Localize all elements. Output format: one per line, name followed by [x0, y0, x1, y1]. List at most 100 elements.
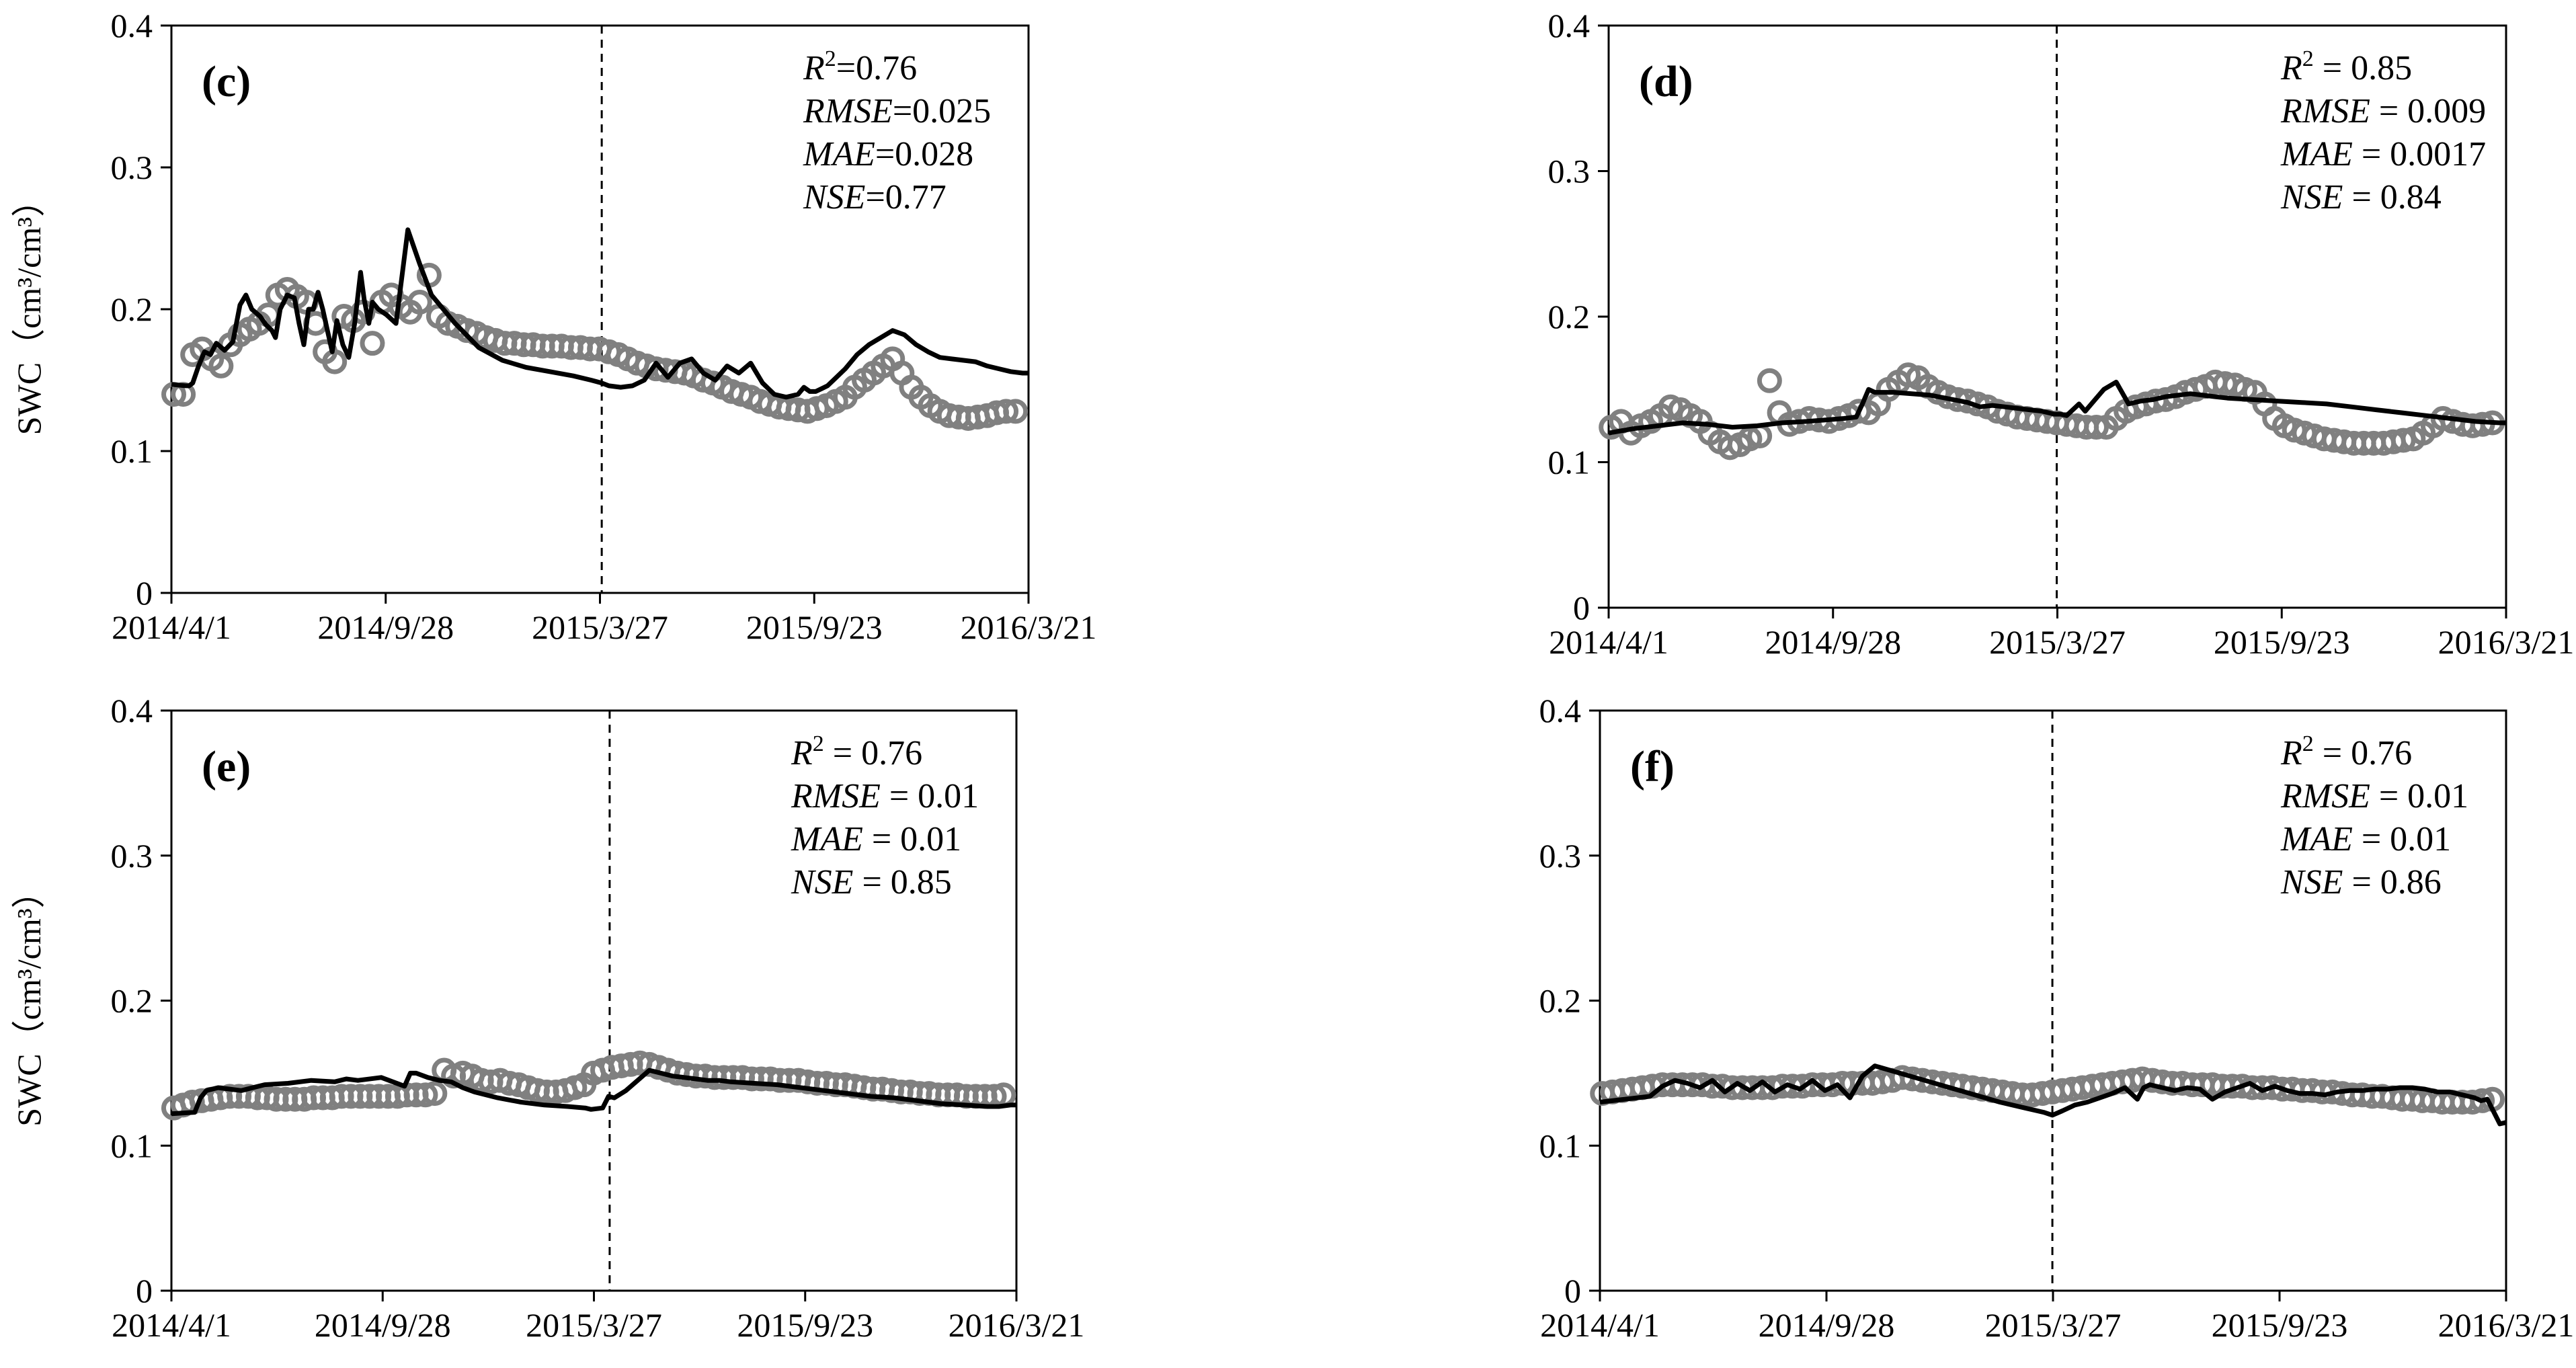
stat-rmse-value: = 0.01 [881, 777, 979, 815]
x-tick-label: 2015/9/23 [737, 1306, 873, 1344]
y-tick-label: 0.2 [1548, 298, 1591, 335]
simulated-line [171, 1068, 1016, 1117]
stat-nse-value: = 0.84 [2343, 178, 2441, 216]
x-tick-label: 2014/4/1 [112, 1306, 231, 1344]
stat-nse-value: = 0.86 [2343, 863, 2441, 901]
y-tick-label: 0.4 [1539, 692, 1582, 729]
panel-e: 0 0.1 0.2 0.3 0.4 2014/4/1 2014/9/28 2015/3/27 2… [10, 692, 1084, 1344]
y-tick-label: 0.1 [111, 1127, 153, 1164]
stat-mae-name: MAE [2280, 135, 2353, 173]
y-tick-label: 0.2 [111, 982, 153, 1020]
y-tick-label: 0 [136, 574, 153, 612]
stat-nse: NSE = 0.84 [2280, 178, 2442, 216]
stat-r2: R2 = 0.76 [2280, 731, 2412, 772]
observed-point [2470, 1088, 2495, 1113]
x-tick-label: 2014/9/28 [1759, 1306, 1895, 1344]
stat-r2: R2 = 0.85 [2280, 46, 2412, 87]
panel-d: 0 0.1 0.2 0.3 0.4 2014/4/1 2014/9/28 2015/3/27 2… [1548, 7, 2575, 661]
y-tick-label: 0.2 [111, 290, 153, 328]
stat-rmse-name: RMSE [803, 92, 893, 130]
stat-rmse-value: =0.025 [893, 92, 991, 130]
stat-nse: NSE = 0.86 [2280, 863, 2442, 901]
stat-rmse-name: RMSE [2280, 777, 2370, 815]
simulated-line [1599, 1063, 2507, 1127]
stat-mae-value: = 0.01 [2353, 820, 2451, 858]
stat-mae-value: =0.028 [875, 135, 973, 173]
y-tick-label: 0 [136, 1272, 153, 1310]
stat-superscript: 2 [825, 46, 836, 71]
x-tick-label: 2014/9/28 [1765, 623, 1901, 661]
stat-nse-name: NSE [2280, 863, 2343, 901]
x-tick-label: 2015/9/23 [2214, 623, 2350, 661]
stat-mae: MAE = 0.01 [791, 820, 961, 858]
y-axis-label: SWC（cm³/cm³） [10, 875, 48, 1126]
observed-point [1003, 399, 1029, 424]
panel-label: (c) [202, 57, 251, 106]
y-tick-label: 0.1 [1539, 1127, 1582, 1164]
stat-superscript: 2 [813, 731, 824, 756]
stat-rmse: RMSE = 0.01 [2280, 777, 2468, 815]
stat-r2-name: R [791, 734, 813, 772]
x-tick-label: 2016/3/21 [2438, 1306, 2575, 1344]
stat-mae-name: MAE [791, 820, 863, 858]
y-tick-label: 0.1 [111, 432, 153, 470]
stat-r2-value: = 0.76 [2314, 734, 2412, 772]
x-tick-label: 2014/4/1 [1549, 623, 1668, 661]
stat-r2-name: R [2280, 49, 2302, 87]
observed-point [208, 353, 234, 378]
y-tick-label: 0.1 [1548, 444, 1591, 481]
observed-point [407, 289, 432, 315]
x-tick-label: 2014/9/28 [315, 1306, 451, 1344]
stat-rmse: RMSE=0.025 [803, 92, 991, 130]
y-tick-label: 0.3 [111, 149, 153, 186]
stat-nse-name: NSE [791, 863, 853, 901]
stat-nse-value: = 0.85 [853, 863, 951, 901]
x-tick-label: 2015/3/27 [1985, 1306, 2122, 1344]
stat-rmse-name: RMSE [791, 777, 881, 815]
stat-mae: MAE=0.028 [803, 135, 973, 173]
observed-point [1757, 368, 1782, 393]
stat-nse-name: NSE [2280, 178, 2343, 216]
observed-point [413, 1082, 438, 1108]
observed-point [360, 331, 385, 356]
stat-superscript: 2 [2302, 46, 2314, 71]
observed-point [994, 399, 1019, 424]
y-tick-label: 0 [1564, 1272, 1581, 1310]
stat-nse: NSE=0.77 [803, 178, 947, 216]
stat-nse: NSE = 0.85 [791, 863, 952, 901]
y-tick-label: 0.3 [1539, 837, 1582, 875]
stat-rmse: RMSE = 0.009 [2280, 92, 2486, 130]
stat-r2: R2=0.76 [803, 46, 917, 87]
panel-label: (e) [202, 742, 251, 791]
y-tick-label: 0.2 [1539, 982, 1582, 1020]
stat-r2-name: R [803, 49, 825, 87]
x-tick-label: 2015/9/23 [746, 608, 883, 646]
stat-mae: MAE = 0.0017 [2280, 135, 2486, 173]
stat-rmse: RMSE = 0.01 [791, 777, 979, 815]
stat-r2-value: = 0.76 [824, 734, 922, 772]
stat-r2-value: =0.76 [836, 49, 917, 87]
stat-rmse-value: = 0.009 [2370, 92, 2486, 130]
stat-rmse-name: RMSE [2280, 92, 2370, 130]
panel-c: 0 0.1 0.2 0.3 0.4 2014/4/1 2014/9/28 2015/3/27 2… [10, 7, 1096, 646]
x-tick-label: 2015/9/23 [2212, 1306, 2348, 1344]
stat-mae-value: = 0.01 [863, 820, 961, 858]
y-tick-label: 0.4 [111, 7, 153, 44]
observed-point [422, 1081, 448, 1107]
stat-nse-name: NSE [803, 178, 865, 216]
panel-label: (f) [1630, 742, 1675, 791]
x-tick-label: 2015/3/27 [1989, 623, 2126, 661]
x-tick-label: 2014/9/28 [317, 608, 454, 646]
y-axis-label: SWC（cm³/cm³） [10, 184, 48, 435]
stat-mae-name: MAE [803, 135, 875, 173]
stat-r2: R2 = 0.76 [791, 731, 922, 772]
x-tick-label: 2016/3/21 [961, 608, 1097, 646]
x-tick-label: 2015/3/27 [532, 608, 668, 646]
x-tick-label: 2014/4/1 [1540, 1306, 1660, 1344]
panel-f: 0 0.1 0.2 0.3 0.4 2014/4/1 2014/9/28 2015/3/27 2… [1539, 692, 2575, 1344]
stat-mae: MAE = 0.01 [2280, 820, 2451, 858]
y-tick-label: 0 [1573, 589, 1590, 627]
observed-point [2084, 415, 2109, 440]
y-tick-label: 0.3 [111, 837, 153, 875]
